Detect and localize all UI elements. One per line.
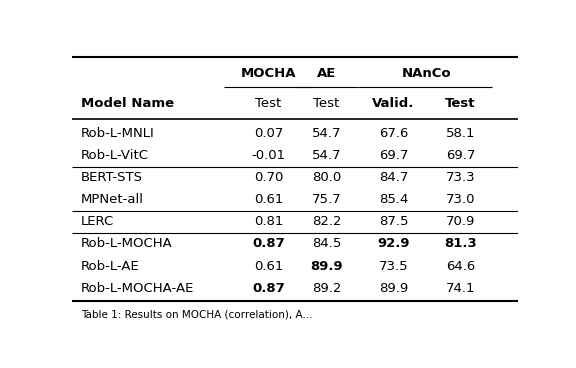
Text: 54.7: 54.7 — [312, 149, 341, 162]
Text: MOCHA: MOCHA — [241, 67, 296, 81]
Text: Rob-L-MOCHA-AE: Rob-L-MOCHA-AE — [81, 282, 194, 295]
Text: 92.9: 92.9 — [377, 237, 410, 251]
Text: 0.70: 0.70 — [254, 171, 283, 184]
Text: 87.5: 87.5 — [378, 215, 408, 228]
Text: 69.7: 69.7 — [446, 149, 475, 162]
Text: 0.87: 0.87 — [252, 237, 285, 251]
Text: Test: Test — [313, 97, 340, 110]
Text: 82.2: 82.2 — [312, 215, 341, 228]
Text: Rob-L-MOCHA: Rob-L-MOCHA — [81, 237, 173, 251]
Text: 0.87: 0.87 — [252, 282, 285, 295]
Text: 70.9: 70.9 — [446, 215, 475, 228]
Text: 81.3: 81.3 — [444, 237, 477, 251]
Text: 58.1: 58.1 — [446, 127, 475, 140]
Text: Rob-L-AE: Rob-L-AE — [81, 259, 139, 273]
Text: 89.9: 89.9 — [379, 282, 408, 295]
Text: 69.7: 69.7 — [379, 149, 408, 162]
Text: 84.7: 84.7 — [379, 171, 408, 184]
Text: 0.07: 0.07 — [254, 127, 283, 140]
Text: 73.3: 73.3 — [446, 171, 475, 184]
Text: 73.0: 73.0 — [446, 193, 475, 206]
Text: 85.4: 85.4 — [379, 193, 408, 206]
Text: NAnCo: NAnCo — [402, 67, 452, 81]
Text: 89.9: 89.9 — [310, 259, 343, 273]
Text: BERT-STS: BERT-STS — [81, 171, 143, 184]
Text: 0.61: 0.61 — [254, 259, 283, 273]
Text: 89.2: 89.2 — [312, 282, 341, 295]
Text: LERC: LERC — [81, 215, 114, 228]
Text: Valid.: Valid. — [372, 97, 415, 110]
Text: MPNet-all: MPNet-all — [81, 193, 144, 206]
Text: AE: AE — [317, 67, 336, 81]
Text: 74.1: 74.1 — [446, 282, 475, 295]
Text: 54.7: 54.7 — [312, 127, 341, 140]
Text: Test: Test — [255, 97, 282, 110]
Text: 84.5: 84.5 — [312, 237, 341, 251]
Text: Rob-L-VitC: Rob-L-VitC — [81, 149, 149, 162]
Text: Model Name: Model Name — [81, 97, 174, 110]
Text: Table 1: Results on MOCHA (correlation), A...: Table 1: Results on MOCHA (correlation),… — [81, 310, 313, 320]
Text: 0.81: 0.81 — [254, 215, 283, 228]
Text: 67.6: 67.6 — [379, 127, 408, 140]
Text: 75.7: 75.7 — [312, 193, 341, 206]
Text: 64.6: 64.6 — [446, 259, 475, 273]
Text: Rob-L-MNLI: Rob-L-MNLI — [81, 127, 155, 140]
Text: 0.61: 0.61 — [254, 193, 283, 206]
Text: -0.01: -0.01 — [251, 149, 286, 162]
Text: 80.0: 80.0 — [312, 171, 341, 184]
Text: 73.5: 73.5 — [378, 259, 408, 273]
Text: Test: Test — [445, 97, 476, 110]
